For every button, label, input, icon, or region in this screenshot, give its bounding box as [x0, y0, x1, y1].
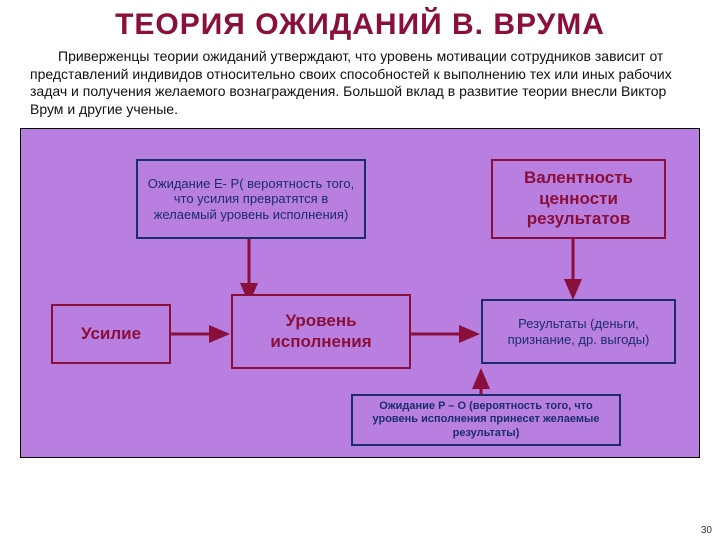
box-expectation-po: Ожидание P – O (вероятность того, что ур…	[351, 394, 621, 446]
box-valence: Валентность ценности результатов	[491, 159, 666, 239]
box-effort: Усилие	[51, 304, 171, 364]
box-expectation-ep: Ожидание E- P( вероятность того, что уси…	[136, 159, 366, 239]
diagram-area: Ожидание E- P( вероятность того, что уси…	[20, 128, 700, 458]
page-number: 30	[701, 525, 712, 536]
slide-title: ТЕОРИЯ ОЖИДАНИЙ В. ВРУМА	[0, 0, 720, 48]
box-performance: Уровень исполнения	[231, 294, 411, 369]
box-results: Результаты (деньги, признание, др. выгод…	[481, 299, 676, 364]
description-paragraph: Приверженцы теории ожиданий утверждают, …	[0, 48, 720, 128]
